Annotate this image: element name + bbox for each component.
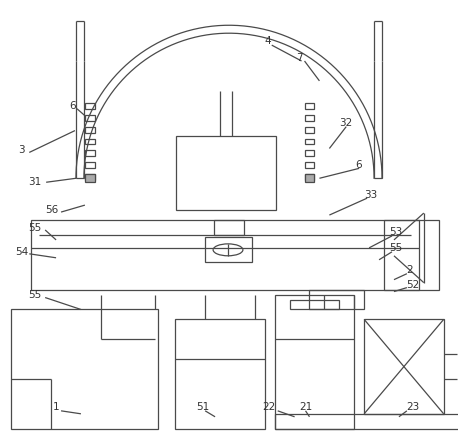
Text: 51: 51: [196, 402, 209, 412]
Bar: [384, 220, 439, 290]
Bar: [304, 103, 314, 109]
Bar: [290, 299, 339, 309]
Text: 53: 53: [389, 227, 402, 237]
Bar: [175, 320, 265, 429]
Text: 56: 56: [45, 205, 58, 215]
Bar: [304, 127, 314, 133]
Text: 55: 55: [28, 223, 41, 233]
Bar: [309, 290, 364, 309]
Bar: [304, 174, 314, 182]
Text: 31: 31: [28, 177, 41, 187]
Text: 6: 6: [69, 101, 76, 111]
Text: 52: 52: [406, 280, 419, 290]
Bar: [304, 162, 314, 169]
Bar: [304, 139, 314, 144]
Text: 54: 54: [15, 247, 28, 257]
Bar: [304, 115, 314, 121]
Bar: [364, 320, 444, 414]
Bar: [85, 174, 95, 182]
Bar: [275, 414, 459, 429]
Text: 23: 23: [406, 402, 419, 412]
Bar: [214, 220, 244, 235]
Text: 4: 4: [265, 36, 271, 46]
Bar: [205, 237, 252, 262]
Bar: [275, 295, 354, 429]
Bar: [176, 135, 276, 210]
Bar: [85, 115, 95, 121]
Text: 3: 3: [18, 145, 25, 156]
Bar: [85, 151, 95, 156]
Bar: [31, 220, 419, 290]
Text: 21: 21: [300, 402, 313, 412]
Text: 22: 22: [262, 402, 275, 412]
Bar: [304, 174, 314, 180]
Text: 2: 2: [406, 265, 413, 275]
Bar: [85, 127, 95, 133]
Bar: [85, 174, 95, 180]
Text: 33: 33: [364, 190, 377, 200]
Bar: [304, 151, 314, 156]
Text: 7: 7: [297, 53, 303, 63]
Bar: [85, 103, 95, 109]
Bar: [85, 162, 95, 169]
Text: 55: 55: [389, 243, 402, 253]
Text: 55: 55: [28, 290, 41, 299]
Text: 32: 32: [339, 118, 353, 128]
Text: 6: 6: [355, 160, 362, 170]
Bar: [11, 309, 158, 429]
Text: 1: 1: [53, 402, 60, 412]
Bar: [85, 139, 95, 144]
